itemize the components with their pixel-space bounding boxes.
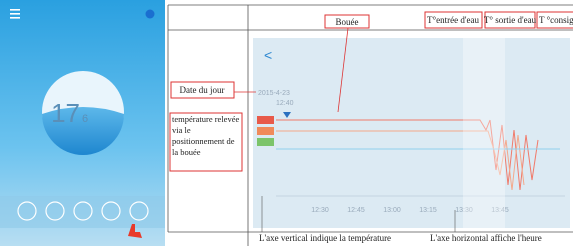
outlet-tag: [257, 127, 274, 135]
temperature: 17: [51, 98, 80, 128]
time-label: 12:45: [347, 207, 365, 214]
time-label: 13:00: [383, 207, 401, 214]
settings-icon[interactable]: [146, 10, 155, 19]
setpoint-tag: [257, 138, 274, 146]
reading-note: température relevée via le positionnemen…: [172, 114, 242, 171]
date-label: Date du jour: [180, 85, 225, 95]
screen-date: 2015-4-23: [258, 90, 290, 97]
glare: [463, 38, 505, 228]
setpoint-label: T °consigne: [539, 15, 573, 25]
inlet-label: T°entrée d'eau: [427, 15, 479, 25]
phone-screen: 17 6: [0, 0, 165, 246]
screen-time: 12:40: [276, 100, 294, 107]
horizontal-axis-caption: L'axe horizontal affiche l'heure: [430, 233, 542, 243]
menu-icon[interactable]: [10, 9, 20, 19]
temperature-decimal: 6: [82, 113, 88, 125]
history-background: [253, 38, 570, 228]
outlet-label: T° sortie d'eau: [484, 15, 537, 25]
reading-text: température relevée via le positionnemen…: [172, 114, 242, 158]
figure: 17 6 < 2015-4-23 12:40 12:30 12:45 13:00 13…: [0, 0, 573, 246]
toolbar: [0, 196, 165, 228]
buoy-label: Bouée: [336, 17, 359, 27]
inlet-tag: [257, 116, 274, 124]
page: 17 6 < 2015-4-23 12:40 12:30 12:45 13:00 13…: [0, 0, 573, 246]
time-label: 13:15: [419, 207, 437, 214]
time-label: 12:30: [311, 207, 329, 214]
back-button[interactable]: <: [264, 47, 272, 63]
vertical-axis-caption: L'axe vertical indique la température: [259, 233, 391, 243]
